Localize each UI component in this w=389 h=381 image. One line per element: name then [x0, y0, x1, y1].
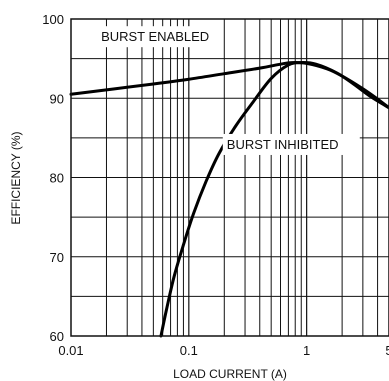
- y-tick-label: 100: [42, 12, 64, 27]
- series-line-burst-inhibited: [159, 61, 389, 338]
- annotation-layer: BURST ENABLED BURST INHIBITED: [97, 26, 360, 155]
- y-tick-label: 60: [50, 329, 64, 344]
- y-tick-label: 70: [50, 250, 64, 265]
- x-axis-title: LOAD CURRENT (A): [173, 367, 287, 381]
- x-tick-label: 1: [303, 343, 310, 358]
- y-axis-title: EFFICIENCY (%): [9, 131, 23, 224]
- annotation-burst-inhibited: BURST INHIBITED: [227, 137, 339, 152]
- y-tick-label: 90: [50, 91, 64, 106]
- x-tick-labels: 0.01 0.1 1 5: [58, 343, 389, 358]
- y-tick-label: 80: [50, 171, 64, 186]
- annotation-background: [222, 133, 360, 155]
- x-tick-label: 0.1: [180, 343, 198, 358]
- x-tick-label: 0.01: [58, 343, 83, 358]
- series-layer: [69, 61, 389, 338]
- y-tick-labels: 60 70 80 90 100: [42, 12, 64, 344]
- annotation-burst-enabled: BURST ENABLED: [101, 29, 209, 44]
- plot-frame: [70, 18, 389, 337]
- x-tick-label: 5: [385, 343, 389, 358]
- annotation-background: [97, 26, 217, 48]
